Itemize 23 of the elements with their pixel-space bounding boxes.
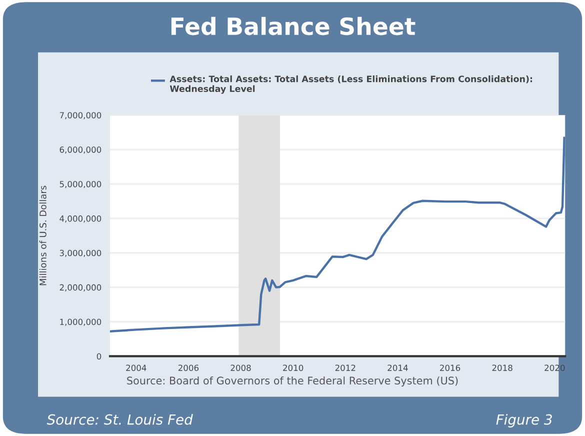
x-tick-label: 2012 — [335, 364, 356, 371]
x-tick-label: 2008 — [230, 364, 251, 371]
x-tick-label: 2018 — [492, 364, 512, 371]
x-tick-label: 2014 — [388, 364, 408, 371]
x-tick-label: 2006 — [178, 364, 199, 371]
y-tick-label: 1,000,000 — [60, 318, 102, 326]
y-tick-label: 5,000,000 — [60, 180, 102, 188]
y-tick-label: 4,000,000 — [60, 215, 102, 223]
y-tick-label: 0 — [96, 353, 102, 360]
x-tick-label: 2004 — [126, 364, 146, 371]
chart-title: Fed Balance Sheet — [171, 16, 416, 36]
y-axis-title: Millions of U.S. Dollars — [39, 186, 46, 286]
line-series — [110, 136, 566, 333]
caption: Figure 3 — [496, 414, 552, 428]
x-tick-label: 2016 — [440, 364, 460, 371]
x-tick-label: 2010 — [283, 364, 304, 371]
y-tick-label: 6,000,000 — [60, 146, 102, 154]
source-note: Source: St. Louis Fed — [46, 414, 193, 425]
source-note: Source: Board of Governors of the Federal Reserve System (US) — [127, 376, 458, 387]
y-tick-label: 2,000,000 — [60, 284, 102, 292]
y-tick-label: 7,000,000 — [60, 112, 102, 120]
y-tick-label: 3,000,000 — [60, 250, 102, 258]
legend-label: Assets: Total Assets: Total Assets (Less Eliminations From Consolidation): Wednesday Level — [170, 75, 532, 94]
